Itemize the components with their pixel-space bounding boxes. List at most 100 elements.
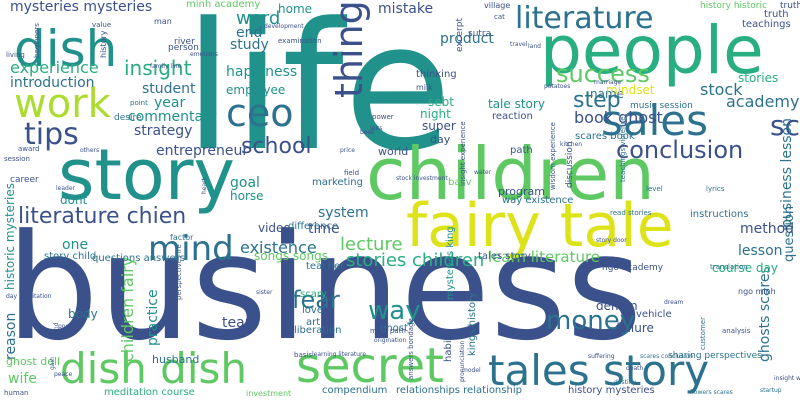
word-cloud-word: dish dish [60,344,248,393]
word-cloud-word: time [308,221,340,237]
word-cloud-word: habit [443,336,454,362]
word-cloud-word: step [573,88,621,113]
word-cloud-word: stock investment [396,175,448,182]
word-cloud-word: family line [150,63,182,70]
word-cloud-word: sales [601,96,709,145]
word-cloud-word: story door [596,237,627,244]
word-cloud-word: introduction [10,75,95,91]
word-cloud-word: wife [8,371,37,387]
word-cloud-word: beginners [33,23,41,58]
word-cloud-word: historic mysteries [3,183,17,290]
word-cloud-word: employee [226,83,286,97]
word-cloud-word: cat [494,13,505,21]
word-cloud-word: person [168,43,199,53]
word-cloud-word: sharing perspectives [668,351,762,361]
word-cloud-word: book [360,129,375,136]
word-cloud-word: kitchen [560,141,583,148]
word-cloud-word: existence [240,238,317,257]
word-cloud-word: liberation [294,325,342,336]
word-cloud-word: ghost doll [6,355,61,368]
word-cloud-word: school [241,134,312,159]
word-cloud-word: work [14,81,111,127]
word-cloud-word: children fairy [118,256,137,362]
word-cloud-word: story [58,134,235,216]
word-cloud-word: gain [49,357,56,370]
word-cloud-word: demon [596,299,638,313]
word-cloud-word: money [546,306,636,336]
word-cloud-word: method [740,221,795,237]
word-cloud-word: wisdom experience [549,122,557,190]
word-cloud-word: teachings [742,19,791,30]
word-cloud-word: strategy [134,123,193,139]
word-cloud-word: basis [294,351,312,359]
word-cloud-word: goal [230,175,260,191]
word-cloud-word: others [80,147,100,154]
word-cloud-word: marketing [312,177,363,188]
word-cloud-word: day [430,133,451,146]
word-cloud-word: leader [56,185,76,192]
word-cloud-word: friend [53,322,60,340]
word-cloud-word: mysteries king [445,226,456,300]
word-cloud-word: life [184,0,453,190]
word-cloud-word: story child [44,251,97,262]
word-cloud-word: success [556,60,650,88]
word-cloud-word: ielts [370,125,383,132]
word-cloud-word: people [540,12,764,89]
word-cloud-word: tales story [488,346,710,395]
word-cloud-word: analysis [722,327,751,335]
word-cloud-word: mysteries mysteries [10,0,153,15]
word-cloud-word: reason [3,312,19,360]
word-cloud-word: sutra [468,29,492,39]
word-cloud-word: team [222,315,259,331]
word-cloud-word: world [378,145,409,158]
word-cloud-word: mistake [378,1,434,17]
word-cloud-word: tales story [478,251,531,262]
word-cloud-word: stock [700,80,743,99]
word-cloud-word: learning literature [312,351,367,358]
word-cloud-word: system [318,205,369,221]
word-cloud-word: ceo [226,91,294,135]
word-cloud-word: startup [760,387,782,394]
word-cloud-word: year [154,95,186,111]
word-cloud-word: secret [296,338,444,394]
word-cloud-word: living [6,51,25,59]
word-cloud-word: meditation course [104,387,195,398]
word-cloud-word: super [422,119,456,133]
word-cloud-word: potatoes [544,83,571,90]
word-cloud-word: desire [114,113,142,123]
word-cloud-word: dish [14,20,118,78]
word-cloud-word: sebt [428,95,454,109]
word-cloud-word: insight wisdom [774,375,800,382]
word-cloud-word: thinking [416,69,457,80]
word-cloud-word: discussion [565,141,575,188]
word-cloud-word: history [99,30,108,58]
word-cloud-word: power [372,113,394,121]
word-cloud-word: model [462,367,481,374]
word-cloud-word: marriage [594,79,622,86]
word-cloud-word: home [278,2,313,16]
word-cloud-word: word [236,8,281,29]
word-cloud-word: songs songs [254,249,328,263]
word-cloud-word: scares conclusion [640,353,693,360]
word-cloud-word: entrepreneur [156,143,249,159]
word-cloud-word: instructions [690,209,749,220]
word-cloud-word: ghosts scares [757,266,773,362]
word-cloud-word: teacher [306,261,345,272]
word-cloud-word: tips [24,117,79,152]
word-cloud-word: literature [515,1,654,36]
word-cloud-word: suffering [588,353,615,360]
word-cloud-word: peace [54,371,73,378]
word-cloud-word: read stories [610,209,652,217]
word-cloud-word: human [4,389,29,397]
word-cloud-word: study [230,37,269,53]
word-cloud-word: tale story [488,97,545,111]
word-cloud-word: award [18,145,40,153]
word-cloud-word: fear [292,286,340,314]
word-cloud-word: insight [124,56,192,80]
word-cloud-word: dont [60,193,88,207]
word-cloud-word: translation [710,263,748,271]
word-cloud-word: relationships relationship [396,385,522,396]
word-cloud-word: destiny [614,379,636,386]
word-cloud-word: death [626,365,644,372]
